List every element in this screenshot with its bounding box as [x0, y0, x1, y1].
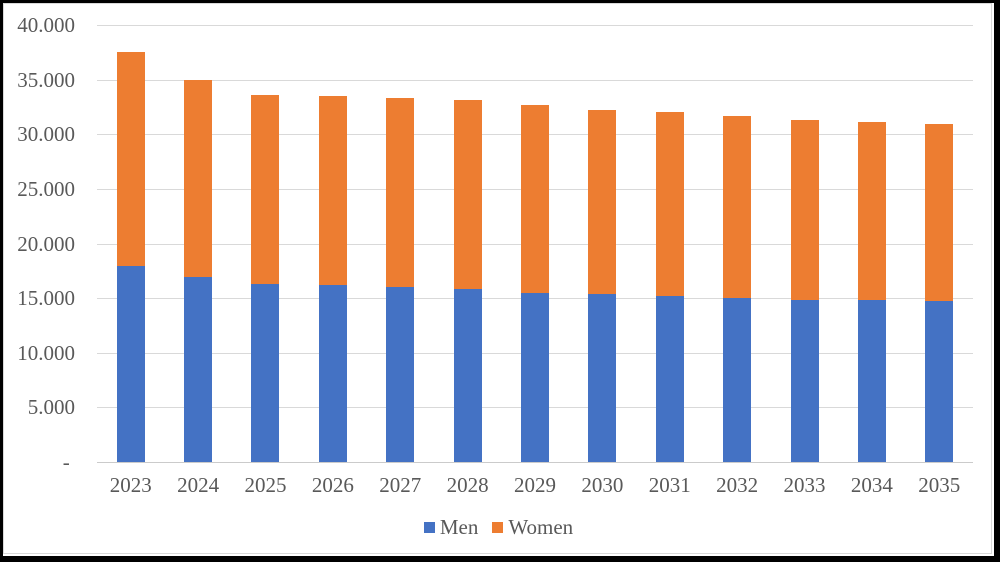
y-tick-label: 35.000 — [17, 67, 75, 92]
x-axis-line — [97, 462, 973, 463]
bar-women-2027 — [386, 98, 415, 288]
legend-item-men: Men — [423, 515, 479, 539]
bar-women-2031 — [655, 112, 684, 296]
bar-women-2034 — [857, 122, 886, 301]
bar-men-2024 — [184, 277, 213, 462]
bar-men-2033 — [790, 300, 819, 462]
bar-men-2023 — [116, 266, 145, 462]
bar-women-2024 — [184, 79, 213, 278]
gridline — [97, 25, 973, 26]
x-tick-label-2028: 2028 — [446, 473, 489, 497]
x-tick-label-2026: 2026 — [311, 473, 354, 497]
y-tick-label: 40.000 — [17, 13, 75, 37]
x-tick-label-2030: 2030 — [581, 473, 624, 497]
x-tick-label-2032: 2032 — [716, 473, 759, 497]
y-tick-label: 25.000 — [17, 176, 75, 201]
bar-women-2032 — [723, 115, 752, 299]
bar-women-2033 — [790, 120, 819, 301]
bar-men-2032 — [723, 298, 752, 462]
gridline — [97, 79, 973, 81]
y-tick-label: - — [62, 450, 75, 474]
y-tick-label: 15.000 — [17, 286, 75, 311]
legend-label-men: Men — [439, 515, 479, 539]
x-tick-label-2031: 2031 — [648, 473, 691, 497]
x-tick-label-2033: 2033 — [783, 473, 826, 497]
bar-men-2035 — [925, 301, 954, 462]
bar-women-2029 — [521, 104, 549, 293]
bar-men-2029 — [521, 292, 549, 462]
x-tick-label-2034: 2034 — [850, 473, 893, 497]
bar-women-2030 — [588, 110, 617, 294]
x-tick-label-2024: 2024 — [177, 473, 220, 497]
x-tick-label-2035: 2035 — [918, 473, 961, 497]
x-tick-label-2029: 2029 — [514, 473, 556, 497]
x-tick-label-2023: 2023 — [109, 473, 152, 497]
bar-women-2025 — [251, 94, 280, 284]
bar-men-2031 — [655, 295, 684, 462]
bar-men-2025 — [251, 283, 280, 462]
bar-women-2026 — [318, 96, 347, 285]
bar-men-2028 — [453, 289, 482, 462]
bar-men-2027 — [386, 287, 415, 462]
plot-area: - 5.000 10.000 15.000 20.000 25.000 30.000 35.… — [3, 3, 994, 556]
bar-men-2030 — [588, 293, 617, 462]
bar-women-2035 — [925, 124, 954, 302]
y-tick-label: 20.000 — [17, 231, 75, 256]
x-tick-label-2027: 2027 — [379, 473, 422, 497]
x-tick-label-2025: 2025 — [244, 473, 287, 497]
y-tick-label: 30.000 — [17, 122, 75, 147]
bar-men-2026 — [318, 285, 347, 462]
y-tick-label: 5.000 — [27, 395, 75, 420]
legend-swatch-men-icon — [423, 521, 435, 533]
legend-swatch-women-icon — [492, 521, 504, 533]
y-tick-label: 10.000 — [17, 340, 75, 365]
legend-item-women: Women — [492, 515, 573, 539]
legend: Men Women — [3, 515, 994, 539]
bar-women-2023 — [116, 52, 145, 267]
legend-label-women: Women — [508, 515, 574, 539]
bar-women-2028 — [453, 100, 482, 290]
bar-men-2034 — [857, 300, 886, 462]
